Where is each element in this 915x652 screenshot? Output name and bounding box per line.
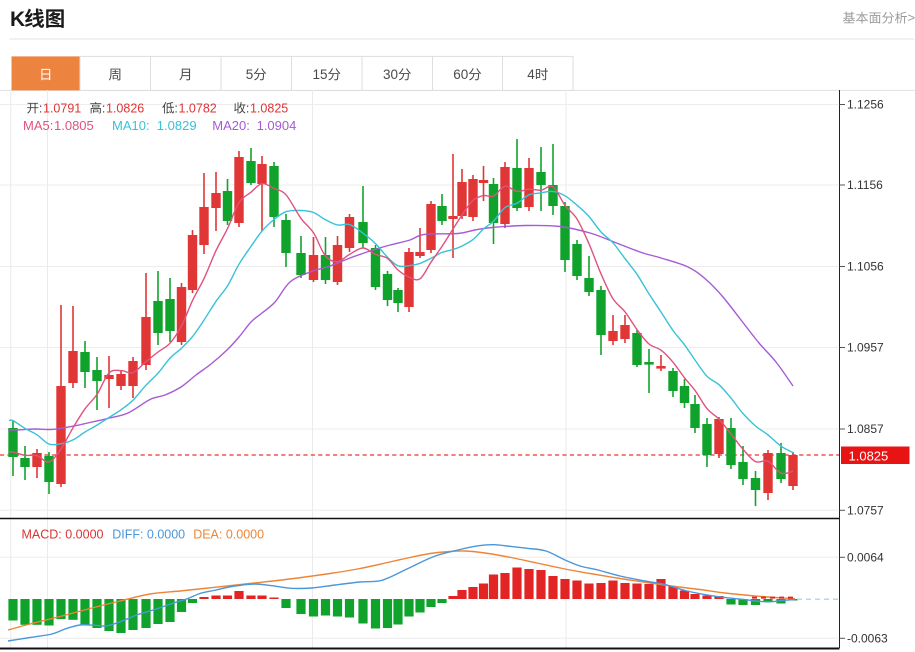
svg-text:1.0904: 1.0904: [257, 118, 297, 133]
svg-text:1.0857: 1.0857: [847, 422, 884, 436]
svg-text::: :: [102, 102, 105, 116]
svg-text:1.0782: 1.0782: [179, 102, 217, 116]
svg-text:5: 5: [246, 67, 254, 82]
svg-text:>: >: [908, 10, 915, 25]
svg-text:1.1056: 1.1056: [847, 260, 884, 274]
svg-text::: :: [174, 102, 177, 116]
svg-text:30: 30: [383, 67, 398, 82]
svg-text:60: 60: [453, 67, 468, 82]
svg-text:1.0757: 1.0757: [847, 504, 884, 518]
svg-text:MACD: 0.0000: MACD: 0.0000: [22, 528, 104, 542]
svg-text:K: K: [10, 8, 25, 31]
svg-text:1.0829: 1.0829: [157, 118, 197, 133]
svg-text:1.0805: 1.0805: [54, 118, 94, 133]
svg-text:DIFF: 0.0000: DIFF: 0.0000: [112, 528, 185, 542]
svg-text:1.0826: 1.0826: [106, 102, 144, 116]
svg-text:1.1156: 1.1156: [847, 178, 883, 192]
svg-text:0.0064: 0.0064: [847, 551, 884, 565]
svg-text::: :: [39, 102, 42, 116]
svg-text:1.0957: 1.0957: [847, 341, 884, 355]
svg-text:1.0825: 1.0825: [849, 448, 889, 463]
svg-text:15: 15: [313, 67, 328, 82]
svg-text:1.0791: 1.0791: [43, 102, 81, 116]
svg-text:1.0825: 1.0825: [250, 102, 288, 116]
svg-text:1.1256: 1.1256: [847, 98, 884, 112]
svg-text:-0.0063: -0.0063: [847, 632, 888, 646]
svg-text:MA10:: MA10:: [112, 118, 150, 133]
svg-text::: :: [246, 102, 249, 116]
svg-text:DEA: 0.0000: DEA: 0.0000: [193, 528, 264, 542]
svg-text:MA20:: MA20:: [212, 118, 250, 133]
svg-text:4: 4: [527, 67, 535, 82]
svg-text:MA5:: MA5:: [23, 118, 53, 133]
